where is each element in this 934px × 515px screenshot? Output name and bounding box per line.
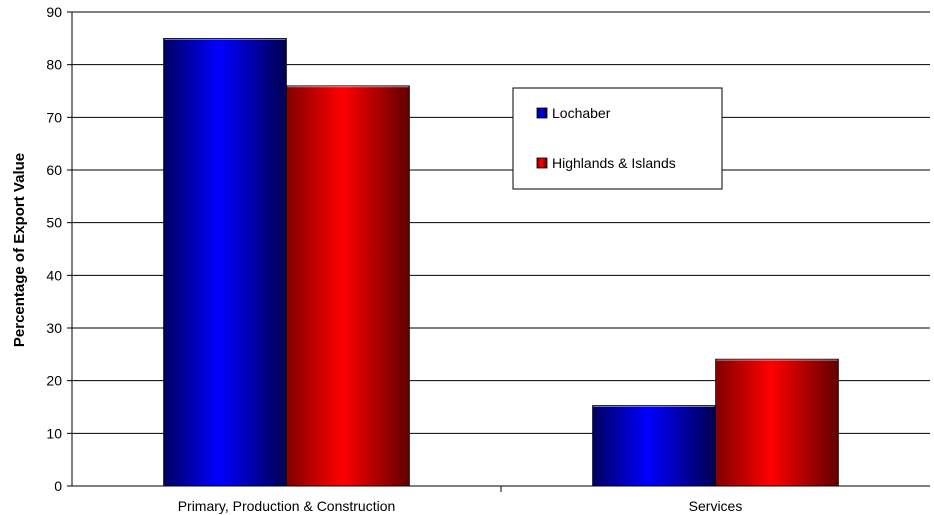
y-tick-label-30: 30	[46, 320, 62, 336]
bar-highlands-islands-1	[715, 358, 839, 487]
y-tick-label-80: 80	[46, 57, 62, 73]
bar-lochaber-1	[592, 405, 716, 487]
legend-swatch-lochaber	[536, 107, 548, 119]
axes: 0 10 20 30 40 50 60 70 80 90 Primary, Production &…	[46, 4, 930, 514]
legend: Lochaber Highlands & Islands	[512, 87, 723, 190]
y-tick-label-60: 60	[46, 162, 62, 178]
x-category-label-1: Services	[689, 498, 743, 514]
y-tick-label-50: 50	[46, 215, 62, 231]
bars	[163, 38, 839, 487]
y-tick-label-10: 10	[46, 425, 62, 441]
legend-label-highlands-islands: Highlands & Islands	[552, 155, 676, 171]
bar-highlands-islands-0	[286, 85, 410, 487]
y-tick-label-40: 40	[46, 267, 62, 283]
y-tick-label-70: 70	[46, 109, 62, 125]
y-tick-label-20: 20	[46, 373, 62, 389]
legend-label-lochaber: Lochaber	[552, 105, 611, 121]
y-tick-label-0: 0	[54, 478, 62, 494]
bar-lochaber-0	[163, 38, 287, 487]
legend-swatch-highlands-islands	[536, 157, 548, 169]
y-tick-label-90: 90	[46, 4, 62, 20]
x-category-label-0: Primary, Production & Construction	[178, 498, 396, 514]
legend-box	[512, 87, 723, 190]
y-axis-label: Percentage of Export Value	[11, 153, 28, 347]
